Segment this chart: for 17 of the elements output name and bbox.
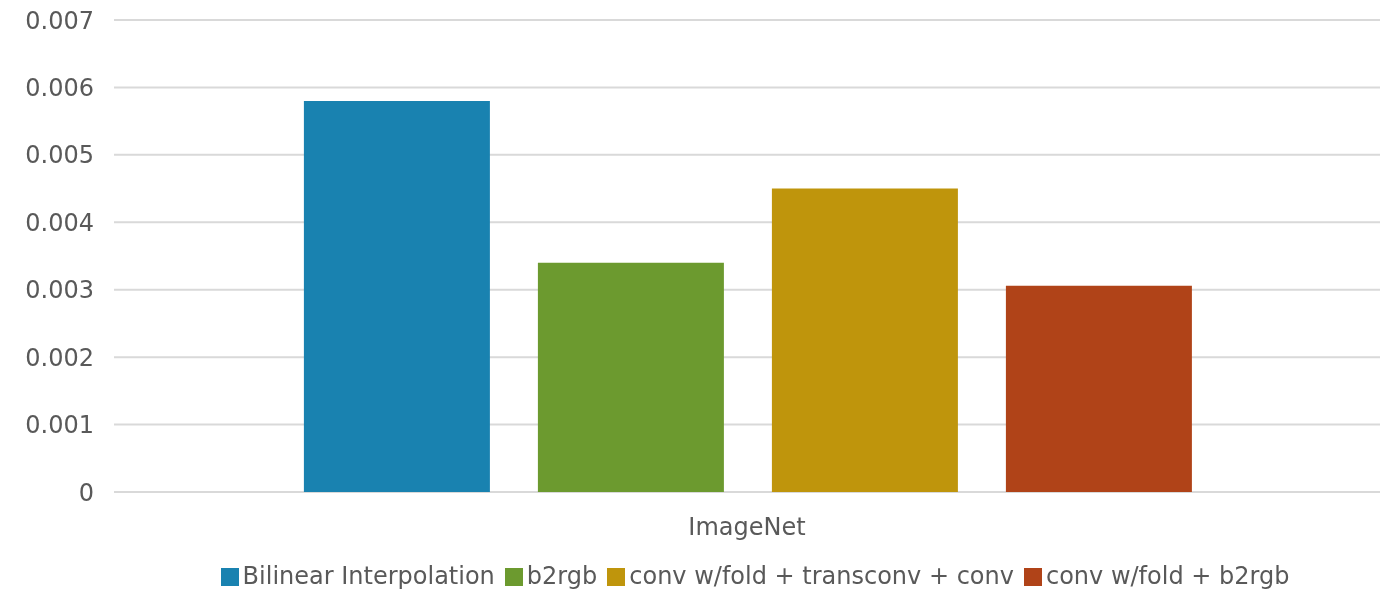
y-tick-label: 0.007 xyxy=(25,6,94,35)
legend-label: conv w/fold + transconv + conv xyxy=(629,562,1014,590)
bar xyxy=(303,100,490,492)
y-tick-label: 0.005 xyxy=(25,141,94,170)
bar xyxy=(1005,285,1192,492)
y-tick-label: 0 xyxy=(78,478,94,507)
bar xyxy=(771,188,958,492)
x-tick-label: ImageNet xyxy=(688,513,806,542)
y-tick-label: 0.001 xyxy=(25,411,94,440)
bar xyxy=(537,262,724,492)
legend-label: b2rgb xyxy=(526,562,598,590)
y-tick-label: 0.006 xyxy=(25,73,94,102)
legend-label: Bilinear Interpolation xyxy=(242,562,495,590)
y-tick-label: 0.003 xyxy=(25,276,94,305)
legend-label: conv w/fold + b2rgb xyxy=(1045,562,1290,590)
y-tick-label: 0.002 xyxy=(25,343,94,372)
y-tick-label: 0.004 xyxy=(25,208,94,237)
